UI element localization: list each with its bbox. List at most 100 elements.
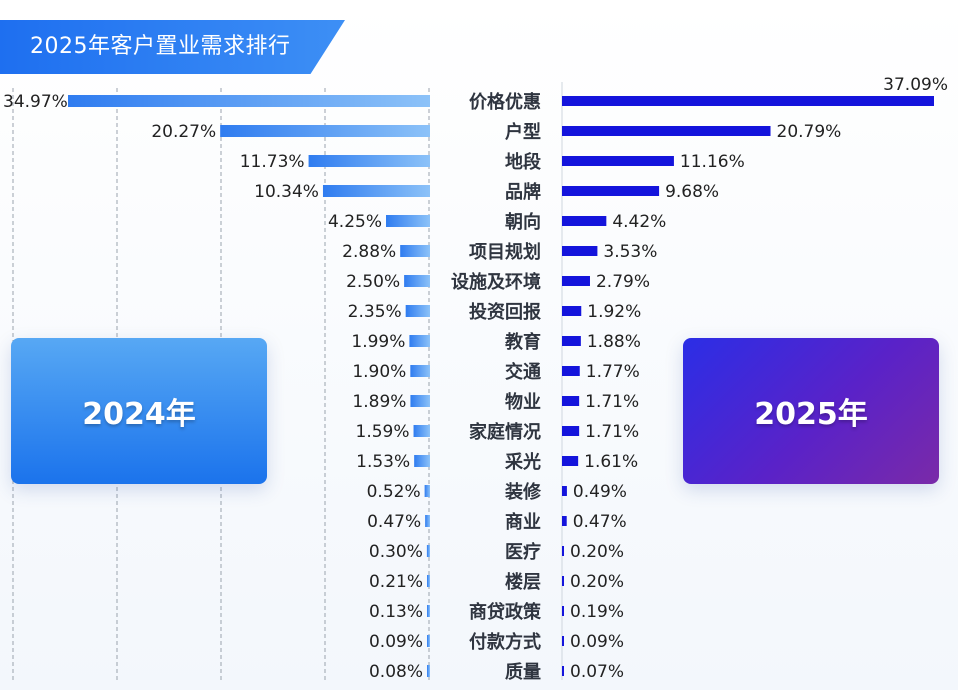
bar-2025 — [562, 396, 580, 406]
data-label-2024: 2.35% — [348, 302, 402, 322]
data-label-2025: 0.47% — [573, 512, 627, 532]
category-label: 教育 — [505, 331, 541, 353]
year-card-2024: 2024年 — [11, 338, 267, 484]
data-label-2024: 0.08% — [369, 662, 423, 682]
chart-title: 2025年客户置业需求排行 — [0, 20, 345, 74]
category-label: 家庭情况 — [469, 421, 541, 443]
data-label-2025: 37.09% — [883, 75, 948, 95]
data-label-2024: 1.89% — [352, 392, 406, 412]
data-label-2025: 1.88% — [587, 332, 641, 352]
category-label: 交通 — [505, 361, 541, 383]
category-label: 质量 — [505, 661, 541, 683]
category-label: 付款方式 — [469, 631, 541, 653]
data-label-2024: 1.53% — [356, 452, 410, 472]
data-label-2025: 1.71% — [585, 392, 639, 412]
data-label-2024: 20.27% — [151, 122, 216, 142]
data-label-2024: 0.30% — [369, 542, 423, 562]
data-label-2024: 34.97% — [3, 92, 68, 112]
category-label: 设施及环境 — [451, 271, 541, 293]
data-label-2025: 1.77% — [586, 362, 640, 382]
category-label: 商贷政策 — [469, 601, 542, 623]
bar-2025 — [562, 456, 579, 466]
data-label-2025: 9.68% — [665, 182, 719, 202]
bar-2025 — [562, 126, 771, 136]
data-label-2025: 0.49% — [573, 482, 627, 502]
data-label-2024: 1.59% — [356, 422, 410, 442]
bar-2024 — [414, 455, 430, 467]
data-label-2024: 1.90% — [352, 362, 406, 382]
bar-2024 — [410, 395, 430, 407]
data-label-2024: 0.13% — [369, 602, 423, 622]
data-label-2024: 1.99% — [351, 332, 405, 352]
data-label-2024: 2.88% — [342, 242, 396, 262]
bar-2025 — [562, 426, 580, 436]
bar-2025 — [562, 186, 660, 196]
bar-2024 — [413, 425, 430, 437]
bar-2025 — [562, 516, 567, 526]
category-label: 医疗 — [505, 541, 541, 563]
data-label-2025: 2.79% — [596, 272, 650, 292]
bar-2025 — [562, 576, 565, 586]
category-label: 投资回报 — [469, 301, 541, 323]
bar-2025 — [562, 486, 567, 496]
bar-2024 — [424, 485, 430, 497]
bar-2024 — [427, 575, 430, 587]
data-label-2025: 3.53% — [603, 242, 657, 262]
data-label-2025: 0.07% — [570, 662, 624, 682]
year-card-2025: 2025年 — [683, 338, 939, 484]
data-label-2025: 0.19% — [570, 602, 624, 622]
bar-2024 — [427, 635, 430, 647]
category-label: 商业 — [505, 511, 541, 533]
category-label: 地段 — [505, 151, 542, 173]
bar-2024 — [425, 515, 430, 527]
bar-2024 — [308, 155, 430, 167]
data-label-2024: 11.73% — [240, 152, 305, 172]
bar-2025 — [562, 336, 581, 346]
bar-2024 — [220, 125, 430, 137]
data-label-2025: 1.92% — [587, 302, 641, 322]
bar-2024 — [427, 605, 430, 617]
bar-2024 — [409, 335, 430, 347]
category-label: 物业 — [505, 391, 541, 413]
data-label-2025: 0.09% — [570, 632, 624, 652]
bar-2024 — [426, 545, 430, 557]
data-label-2024: 4.25% — [328, 212, 382, 232]
bar-2024 — [427, 665, 430, 677]
category-label: 价格优惠 — [469, 91, 541, 113]
category-label: 楼层 — [505, 571, 541, 593]
bar-2025 — [562, 216, 607, 226]
data-label-2025: 1.61% — [584, 452, 638, 472]
data-label-2025: 0.20% — [570, 572, 624, 592]
category-label: 户型 — [505, 121, 541, 143]
bar-2024 — [68, 95, 430, 107]
bar-2025 — [562, 606, 564, 616]
bar-2025 — [562, 366, 580, 376]
data-label-2024: 0.47% — [367, 512, 421, 532]
data-label-2025: 4.42% — [612, 212, 666, 232]
bar-2025 — [562, 246, 598, 256]
bar-2024 — [404, 275, 430, 287]
bar-2024 — [400, 245, 430, 257]
data-label-2025: 0.20% — [570, 542, 624, 562]
category-label: 朝向 — [505, 211, 541, 233]
bar-2024 — [405, 305, 430, 317]
data-label-2024: 10.34% — [254, 182, 319, 202]
category-label: 采光 — [504, 451, 541, 473]
bar-2025 — [562, 636, 564, 646]
data-label-2024: 0.21% — [369, 572, 423, 592]
data-label-2024: 0.52% — [367, 482, 421, 502]
bar-2025 — [562, 96, 934, 106]
bar-2025 — [562, 276, 590, 286]
bar-2025 — [562, 156, 674, 166]
data-label-2025: 1.71% — [585, 422, 639, 442]
bar-2024 — [410, 365, 430, 377]
bar-2025 — [562, 306, 582, 316]
data-label-2025: 20.79% — [777, 122, 842, 142]
category-label: 项目规划 — [469, 241, 541, 263]
bar-2025 — [562, 666, 564, 676]
bar-2024 — [322, 185, 430, 197]
data-label-2025: 11.16% — [680, 152, 745, 172]
bar-2025 — [562, 546, 565, 556]
bar-2024 — [386, 215, 430, 227]
